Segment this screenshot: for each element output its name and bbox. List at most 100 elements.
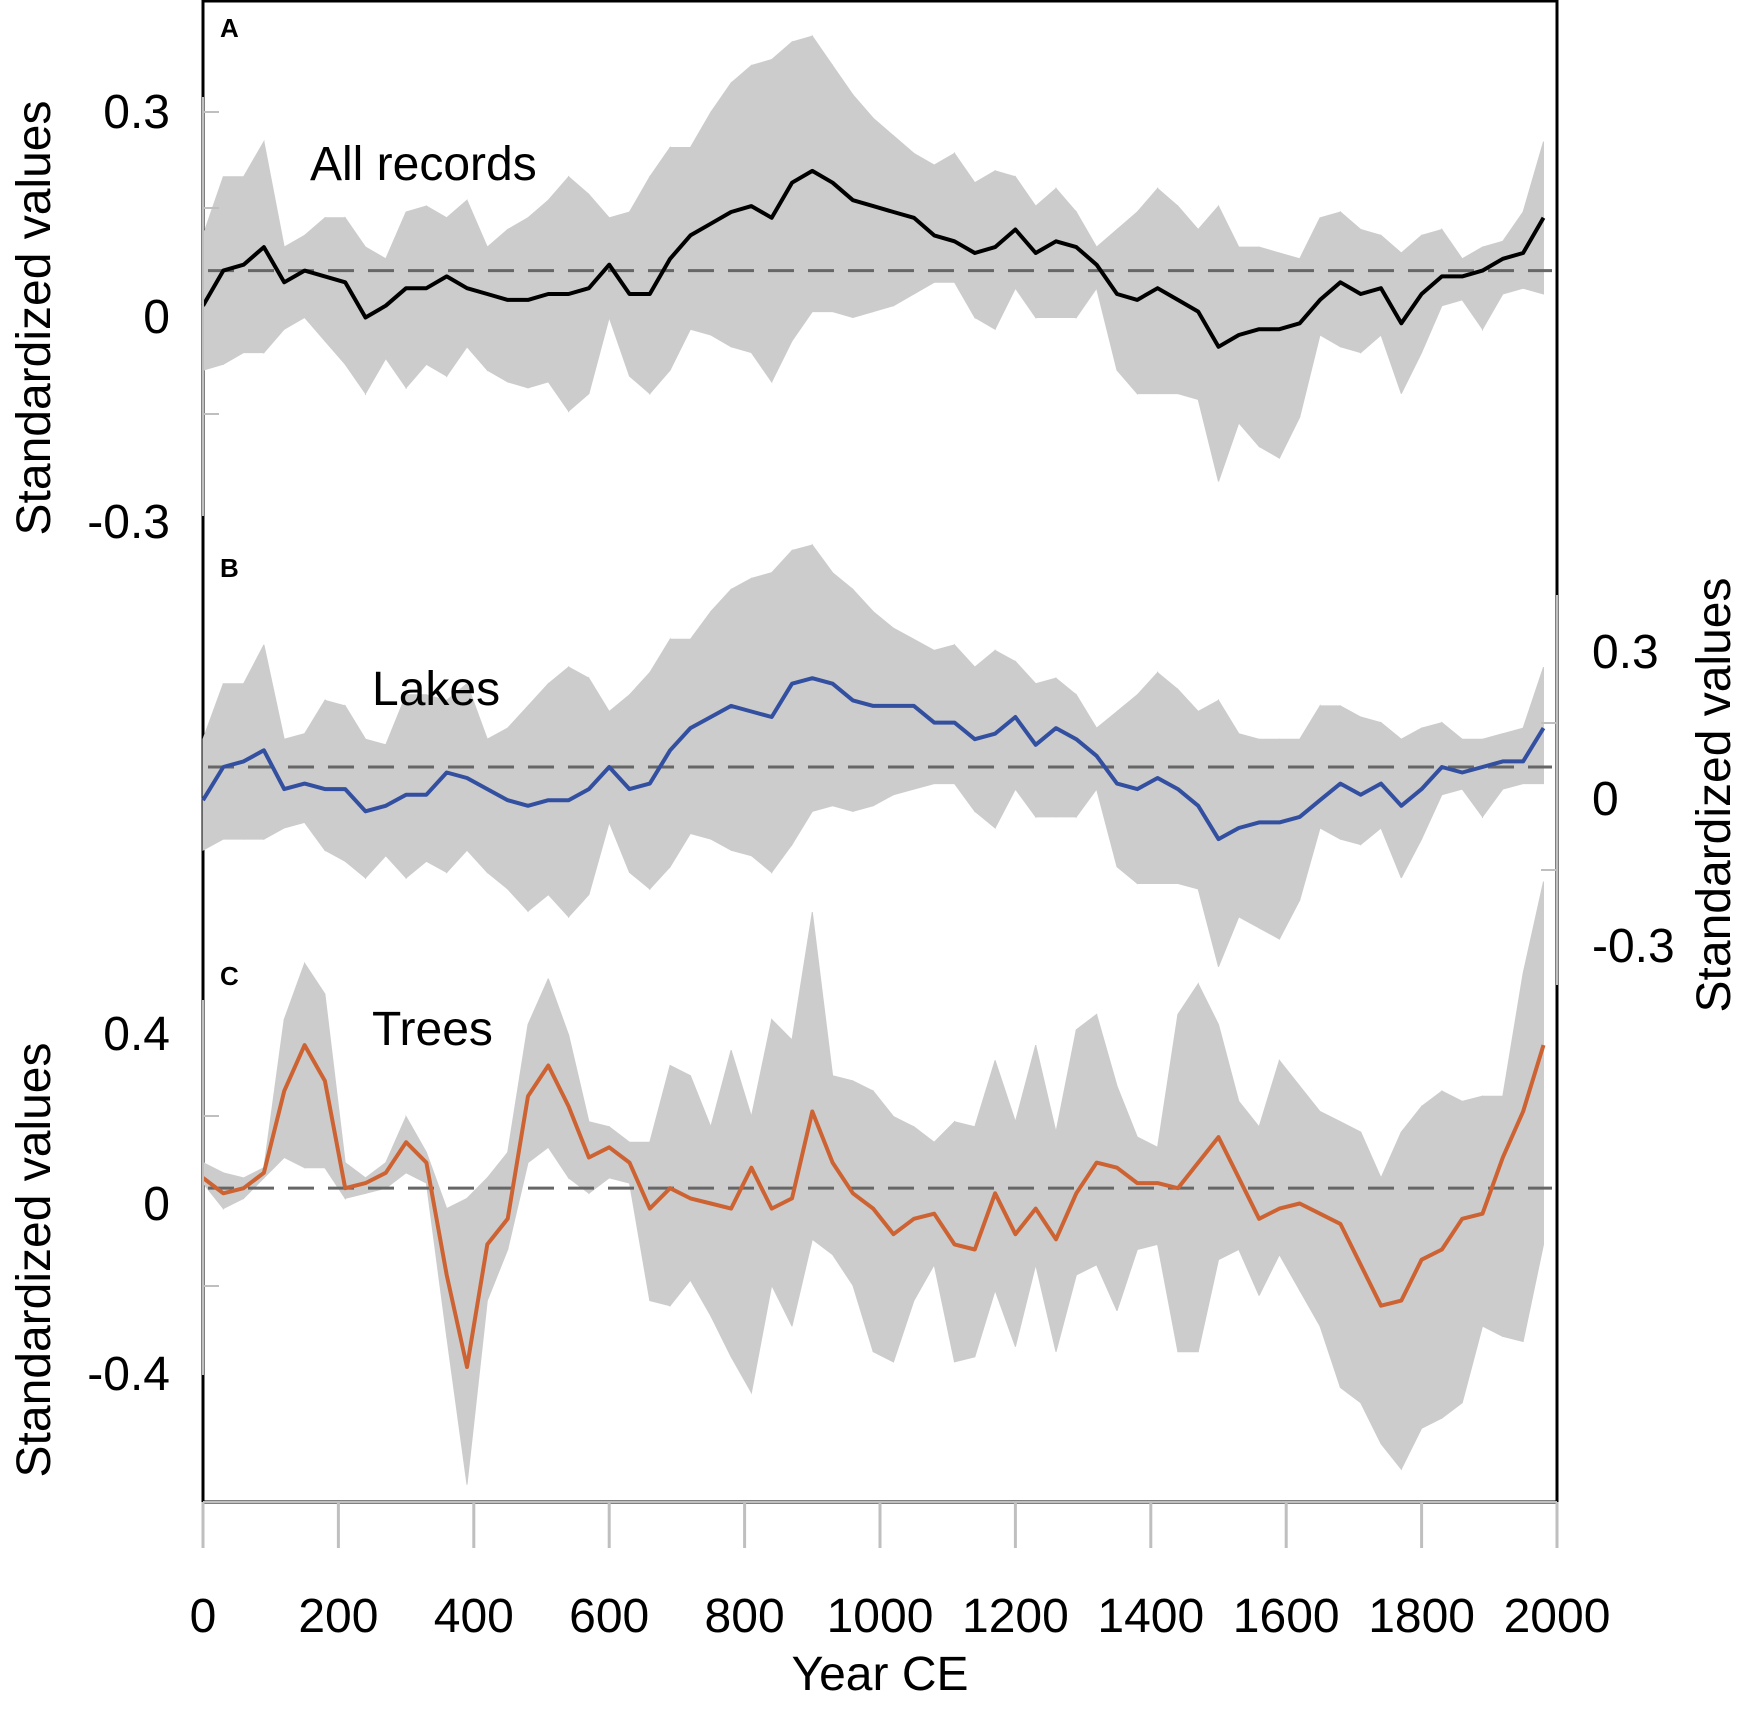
- panel-a-y-axis-title: Standardized values: [8, 101, 61, 536]
- panel-b: B Lakes 0.3 0 -0.3 Standardized values: [201, 543, 1741, 1013]
- panel-c-band: [202, 881, 1544, 1485]
- panel-b-y-axis-title: Standardized values: [1688, 578, 1741, 1013]
- panel-c-band-segment: [243, 1166, 265, 1200]
- panel-b-band-segment: [994, 649, 1016, 829]
- panel-b-band-segment: [263, 644, 285, 840]
- x-axis: 0 200 400 600 800 1000 1200 1400 1600 1800 2000 Ye…: [190, 1501, 1611, 1701]
- panel-b-y-tick-label-2: 0: [1592, 773, 1619, 826]
- panel-a-band-segment: [872, 117, 894, 313]
- panel-b-band-segment: [1278, 738, 1301, 940]
- panel-a-mean-line: [201, 168, 1546, 349]
- panel-b-band-segment: [324, 699, 346, 863]
- panel-c-band-segment: [446, 1197, 468, 1485]
- panel-c-band-segment: [344, 1161, 366, 1200]
- panel-c-band-segment: [1197, 983, 1219, 1352]
- panel-b-band-segment: [730, 577, 752, 857]
- x-tick-label: 600: [569, 1590, 649, 1643]
- panel-a-band-segment: [385, 211, 407, 390]
- panel-c-y-tick-label-2: 0: [143, 1178, 170, 1231]
- x-tick-label: 2000: [1504, 1590, 1611, 1643]
- panel-a-y-tick-label-3: -0.3: [87, 496, 170, 549]
- panel-a-band-segment: [425, 205, 448, 377]
- panel-a-band-segment: [629, 174, 651, 395]
- panel-c-band-segment: [1075, 1013, 1098, 1276]
- panel-c-y-axis-title: Standardized values: [8, 1043, 61, 1478]
- panel-b-band-segment: [1441, 721, 1463, 796]
- panel-b-band-segment: [486, 727, 509, 891]
- panel-a-band-segment: [994, 170, 1016, 330]
- panel-b-band-segment: [669, 638, 691, 869]
- panel-a-band-segment: [588, 193, 610, 394]
- panel-a-band-segment: [1482, 240, 1504, 332]
- panel-b-y-axis: 0.3 0 -0.3 Standardized values: [1541, 578, 1741, 1013]
- panel-c-band-segment: [1258, 1060, 1280, 1296]
- panel-a-band: [202, 34, 1544, 482]
- panel-c-band-segment: [1136, 1136, 1159, 1251]
- panel-c-band-segment: [974, 1060, 996, 1357]
- panel-b-band-segment: [750, 572, 773, 874]
- panel-b-band-segment: [507, 704, 529, 913]
- panel-a-band-segment: [486, 228, 509, 383]
- panel-a-band-segment: [1319, 211, 1341, 348]
- panel-c-band-segment: [1502, 973, 1524, 1343]
- panel-b-band-segment: [1502, 727, 1524, 790]
- x-tick-label: 200: [298, 1590, 378, 1643]
- x-tick-label: 400: [434, 1590, 514, 1643]
- panel-b-band-segment: [385, 694, 407, 880]
- panel-a-band-segment: [1238, 246, 1260, 448]
- panel-c-band-segment: [486, 1150, 509, 1301]
- panel-a-band-segment: [1258, 246, 1280, 459]
- panel-c-mean-line: [201, 1043, 1546, 1369]
- panel-b-band-segment: [933, 644, 955, 785]
- panel-c-band-segment: [893, 1115, 915, 1363]
- panel-b-band-segment: [1339, 705, 1362, 846]
- panel-a-band-segment: [791, 35, 813, 343]
- x-tick-label: 1000: [827, 1590, 934, 1643]
- panel-a-band-segment: [750, 58, 773, 384]
- panel-c-y-tick-label-3: -0.4: [87, 1348, 170, 1401]
- panel-a-letter: A: [220, 13, 239, 43]
- panel-a-band-segment: [507, 216, 529, 389]
- panel-b-band-segment: [1319, 705, 1341, 840]
- panel-b-band-segment: [1055, 677, 1077, 818]
- panel-a-band-segment: [1400, 234, 1423, 394]
- panel-c-band-segment: [1441, 1090, 1463, 1420]
- panel-a-band-segment: [954, 151, 976, 320]
- panel-c-band-segment: [1482, 1095, 1504, 1338]
- x-axis-title: Year CE: [792, 1648, 969, 1701]
- panel-c-y-axis: 0.4 0 -0.4 Standardized values: [8, 1000, 219, 1477]
- panel-a-y-tick-label-2: 0: [143, 291, 170, 344]
- panel-b-band-segment: [1461, 738, 1483, 819]
- panel-b-series-label: Lakes: [372, 663, 500, 716]
- panel-b-band-segment: [1258, 738, 1280, 940]
- panel-b-band-segment: [1360, 716, 1382, 846]
- panel-a-band-segment: [1116, 210, 1138, 395]
- x-tick-label: 0: [190, 1590, 217, 1643]
- panel-b-band-segment: [405, 694, 427, 879]
- x-tick-label: 1800: [1368, 1590, 1475, 1643]
- panel-a-series-label: All records: [310, 138, 537, 191]
- panel-a-y-axis: 0.3 0 -0.3 Standardized values: [8, 86, 219, 549]
- panel-b-letter: B: [220, 553, 239, 583]
- x-tick-label: 1600: [1233, 1590, 1340, 1643]
- x-tick-label: 800: [705, 1590, 785, 1643]
- panel-a-y-tick-label-1: 0.3: [103, 86, 170, 139]
- panel-b-band: [202, 543, 1544, 967]
- panel-b-band-segment: [1035, 677, 1057, 818]
- panel-a-band-segment: [344, 216, 366, 396]
- panel-b-y-tick-label-3: -0.3: [1592, 920, 1675, 973]
- panel-c: C Trees 0.4 0 -0.4 Standardized values: [8, 881, 1552, 1485]
- panel-a-band-segment: [1096, 228, 1118, 371]
- panel-c-band-segment: [507, 1024, 529, 1250]
- x-tick-label: 1200: [962, 1590, 1069, 1643]
- panel-b-band-segment: [893, 627, 915, 796]
- panel-c-band-segment: [1319, 1110, 1341, 1388]
- panel-b-band-segment: [791, 544, 813, 847]
- panel-c-band-segment: [689, 1075, 712, 1318]
- panel-b-band-segment: [1482, 733, 1504, 819]
- panel-a-band-segment: [913, 152, 935, 295]
- panel-c-band-segment: [466, 1176, 488, 1485]
- panel-b-band-segment: [710, 588, 732, 852]
- panel-a-band-segment: [304, 216, 326, 343]
- x-axis-ticks: 0 200 400 600 800 1000 1200 1400 1600 1800 2000: [190, 1502, 1611, 1643]
